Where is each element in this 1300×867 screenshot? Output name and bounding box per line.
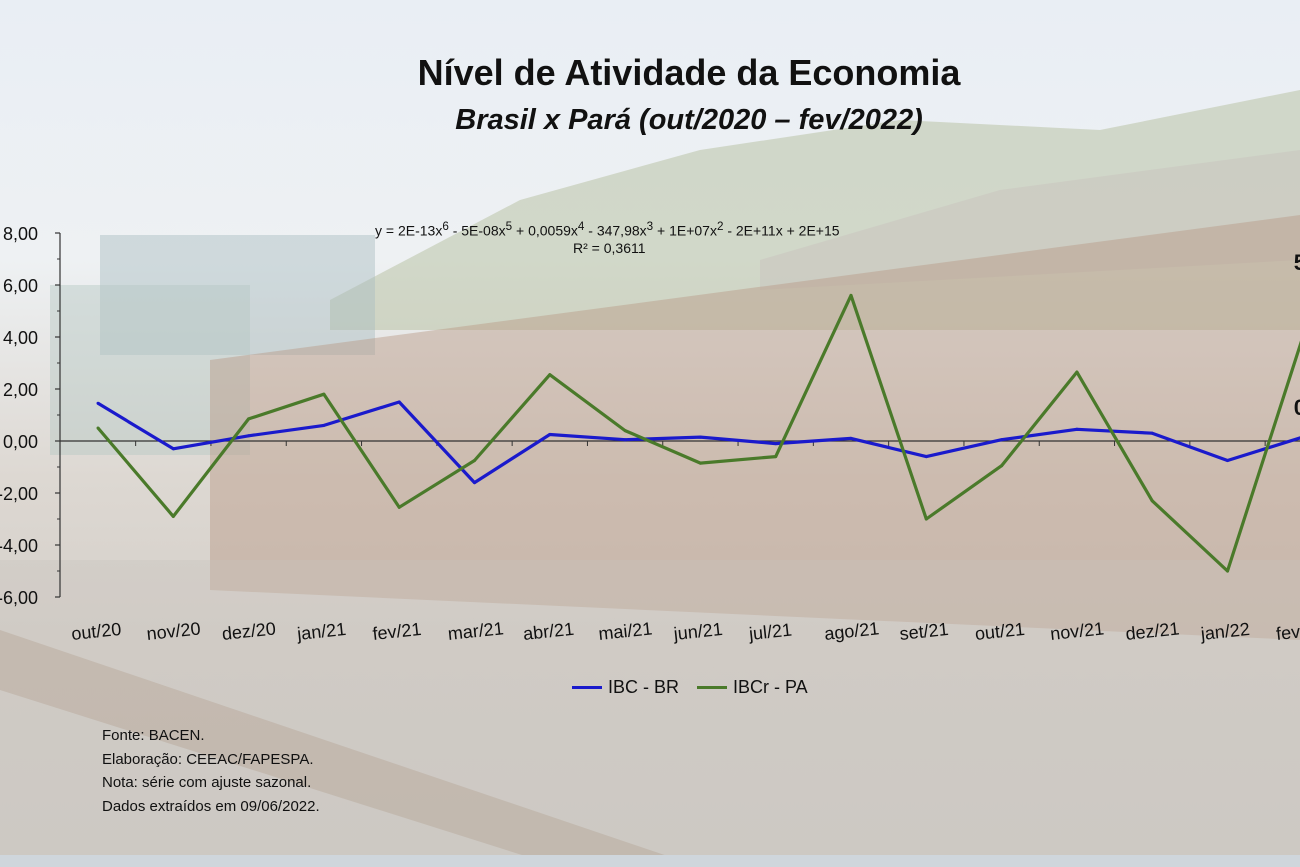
x-tick-label: nov/20 [146,618,202,644]
trendline-r-squared: R² = 0,3611 [573,240,646,256]
x-tick-label: fev/22 [1275,619,1300,644]
data-point [1226,459,1229,462]
data-point [1075,370,1079,374]
data-point [171,447,175,451]
data-point [623,438,627,442]
data-point [849,293,853,297]
data-point [1150,499,1154,503]
legend-swatch-ibc-br [572,686,602,689]
note-seasonal: Nota: série com ajuste sazonal. [102,774,312,791]
data-point [548,373,552,377]
chart-legend: IBC - BR IBCr - PA [572,677,826,698]
y-tick-label: 8,00 [3,224,38,244]
legend-label-ibcr-pa: IBCr - PA [733,677,808,697]
note-elaboration: Elaboração: CEEAC/FAPESPA. [102,750,314,768]
note-source: Fonte: BACEN. [102,727,205,744]
x-tick-label: jan/21 [295,619,347,644]
x-tick-label: set/21 [899,619,950,644]
data-point [473,459,476,462]
x-tick-label: mai/21 [597,618,653,644]
data-point [397,400,401,404]
data-point [548,433,552,436]
source-notes: Fonte: BACEN. Elaboração: CEEAC/FAPESPA.… [102,724,320,818]
trendline-equation: y = 2E-13x6 - 5E-08x5 + 0,0059x4 - 347,9… [375,220,840,239]
data-point [1075,427,1079,431]
data-point [623,429,627,433]
y-tick-label: 2,00 [3,380,38,400]
x-tick-label: fev/21 [372,619,423,644]
data-point [171,514,175,518]
legend-swatch-ibcr-pa [697,686,728,689]
data-point [698,461,702,465]
data-point [247,434,251,438]
data-point [1000,464,1004,468]
y-tick-label: -2,00 [0,484,38,504]
data-point [1150,431,1154,435]
secondary-axis-tick-5: 5 [1293,250,1300,275]
legend-item-ibcr-pa: IBCr - PA [697,677,808,698]
legend-item-ibc-br: IBC - BR [572,677,679,698]
data-point [849,436,853,440]
x-tick-label: mar/21 [447,618,505,644]
secondary-axis-tick-0: 0 [1293,395,1300,420]
x-tick-label: nov/21 [1049,618,1105,644]
x-tick-label: out/20 [70,619,122,644]
data-point [247,417,251,421]
y-tick-label: 0,00 [3,432,38,452]
data-point [96,426,100,430]
data-point [1226,569,1229,573]
x-tick-label: jul/21 [747,620,793,644]
data-point [96,401,100,405]
chart-title: Nível de Atividade da Economia [417,52,961,93]
x-tick-label: ago/21 [823,618,880,644]
x-tick-label: dez/21 [1125,618,1181,644]
data-point [924,455,928,459]
data-point [924,517,928,521]
data-point [322,423,326,427]
data-point [774,442,778,446]
chart-subtitle: Brasil x Pará (out/2020 – fev/2022) [455,104,923,136]
y-tick-label: -6,00 [0,588,38,608]
x-tick-label: jun/21 [672,619,724,644]
legend-label-ibc-br: IBC - BR [608,677,680,697]
data-point [473,481,476,485]
data-point [322,392,326,396]
y-tick-label: -4,00 [0,536,38,556]
data-point [397,505,401,509]
x-tick-label: jan/22 [1199,619,1251,644]
y-tick-label: 6,00 [3,276,38,296]
y-tick-label: 4,00 [3,328,38,348]
data-point [698,435,702,439]
data-point [774,455,778,459]
x-tick-label: out/21 [974,619,1026,644]
data-point [1000,438,1004,442]
x-tick-label: dez/20 [221,618,277,644]
x-tick-label: abr/21 [522,619,575,644]
note-extracted: Dados extraídos em 09/06/2022. [102,797,320,815]
